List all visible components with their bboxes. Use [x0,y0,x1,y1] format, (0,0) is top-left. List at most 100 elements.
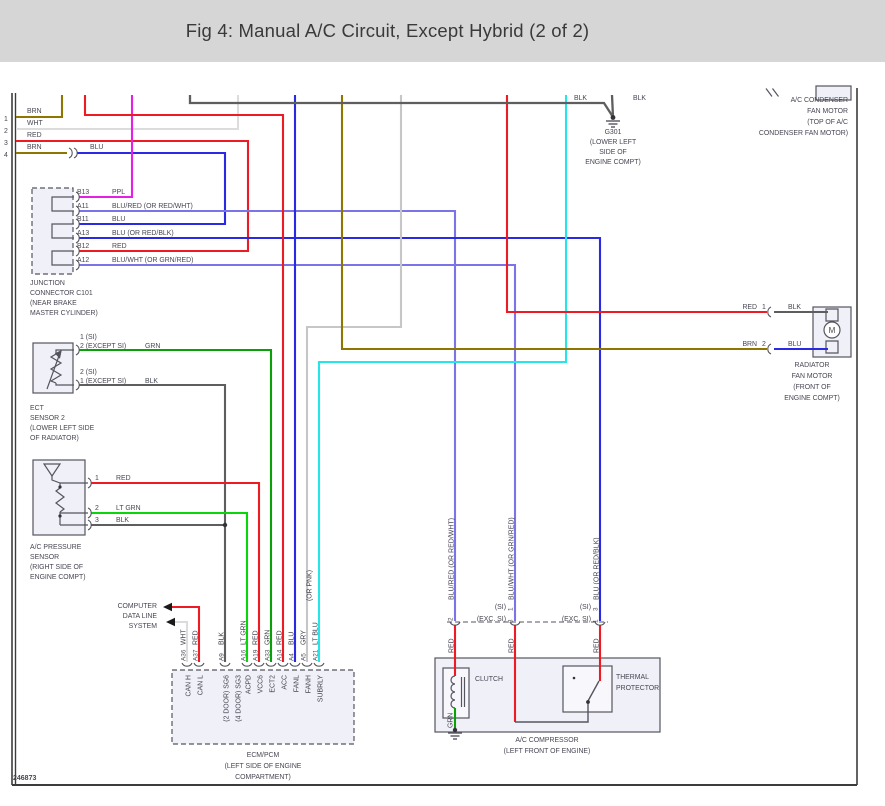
ect-arrow-head [54,349,62,359]
ect-caption-3: (LOWER LEFT SIDE [30,425,95,432]
ect-blk-wire [79,383,227,662]
jc-pin-b11: B11 [77,216,89,223]
ecm-color-a4: BLU [289,632,296,645]
jc-b12-arc [75,245,80,257]
radfan-caption-3: (FRONT OF [793,384,830,391]
comp-red-label-1: RED [449,638,456,653]
ecm-color-a5: GRY [301,630,308,645]
condfan-caption-3: (TOP OF A/C [807,119,848,126]
ect-grn-wire [79,348,273,662]
jc-color-a13: BLU (OR RED/BLK) [112,230,174,237]
comp-red-label-2: RED [509,638,516,653]
ps-node-dot [58,485,62,489]
tp-contact-dot [586,700,590,704]
comp-pin2-si-num: 1 [508,607,515,611]
ecm-pin-arc [181,662,193,667]
jc-pin-a13: A13 [77,230,89,237]
jc-caption-1: JUNCTION [30,280,65,287]
ps-pin1: 1 [95,475,99,482]
pin1-number: 1 [4,116,8,123]
ecm-color-a16: LT GRN [241,620,248,645]
comp-pin-arc [449,621,461,626]
ect-blk-label: BLK [145,378,158,385]
jc-pin-a12: A12 [77,257,89,264]
comp-pin2-exc-num: 3 [508,619,515,623]
tp-switch-blade [587,680,600,702]
ecm-name-can-l: CAN L [198,675,205,695]
ps-caption-2: SENSOR [30,554,59,561]
canh-wht-wire [175,620,189,662]
ect-pin-arc [75,344,80,356]
ecm-color-a9: BLK [219,632,226,645]
pin4-connector-arc [73,147,78,159]
subrly-ltblu-wire [317,95,568,662]
pin2-color: WHT [27,120,43,127]
ecm-pin-a9: A9 [219,653,226,661]
ect-pin2-except: 2 (EXCEPT SI) [80,343,126,350]
g301-blk-right: BLK [633,95,646,102]
comp-caption-2: (LEFT FRONT OF ENGINE) [504,748,591,755]
ecm-name-can-h: CAN H [186,675,193,696]
ps-pin3-color: BLK [116,517,129,524]
ps-caption-4: ENGINE COMPT) [30,574,86,581]
ps-pin-arc [87,519,92,531]
jc-caption-3: (NEAR BRAKE [30,300,77,307]
g301-blk-wire [610,94,615,118]
clutch-core [460,677,466,707]
pin4-connector-arc [68,147,73,159]
ecm-pin-arc [193,662,205,667]
jc-a13-arc [75,232,80,244]
page-title: Fig 4: Manual A/C Circuit, Except Hybrid… [185,20,590,41]
radfan-blu-label: BLU [788,341,801,348]
radfan-pin1: 1 [762,304,766,311]
compressor-box [434,657,661,733]
radfan-pin-arc [767,306,772,318]
ps-red-wire [91,481,261,662]
radfan-red-label: RED [742,304,757,311]
ect-caption-4: OF RADIATOR) [30,435,79,442]
ecm-color-a33: GRN [265,630,272,645]
data-line-arrow [166,617,175,627]
ecm-pin-a37: A37 [193,649,200,661]
ps-pin-arc [87,477,92,489]
pin3-number: 3 [4,140,8,147]
ect-pin1-si: 1 (SI) [80,334,97,341]
condfan-caption-2: FAN MOTOR [807,108,848,115]
g301-caption-4: ENGINE COMPT) [585,159,641,166]
ecm-name-acc: ACC [282,675,289,690]
comp-pin-arc [509,621,521,626]
comp-wire1-label: BLU/RED (OR RED/WHT) [449,518,456,600]
jc-pin-b13: B13 [77,189,89,196]
ect-thermistor-arrow [46,352,61,390]
pin2-number: 2 [4,128,8,135]
g301-caption-2: (LOWER LEFT [590,139,637,146]
g301-dot [610,115,616,120]
clutch-coil [450,675,456,709]
radfan-pin-arc [767,343,772,355]
ps-caption-1: A/C PRESSURE [30,544,82,551]
tp-fixed-mark [572,676,576,680]
jc-a12-arc [75,259,80,271]
ecm-color-a14: RED [277,630,284,645]
ps-pin1-color: RED [116,475,131,482]
junction-brackets [51,196,74,266]
pin4-color-2: BLU [90,144,103,151]
ps-amp-triangle [42,463,62,478]
radfan-red-wire [505,95,767,314]
ecm-pin-a14: A14 [277,649,284,661]
jc-color-a11: BLU/RED (OR RED/WHT) [112,203,193,210]
blk-junction-dot [222,522,228,528]
pin4-number: 4 [4,152,8,159]
condfan-caption-4: CONDENSER FAN MOTOR) [759,130,848,137]
ecm-pin-arc [265,662,277,667]
ps-pin2: 2 [95,505,99,512]
blk-main-wire [188,95,614,118]
comp-pin2-exc: (EXC. SI) [477,616,506,623]
jc-b13-arc [75,191,80,203]
pin1-color: BRN [27,108,42,115]
radfan-brn-label: BRN [742,341,757,348]
tp-label-1: THERMAL [616,674,649,681]
ecm-pin-arc [289,662,301,667]
radfan-brn-wire [340,95,767,351]
title-bar: Fig 4: Manual A/C Circuit, Except Hybrid… [0,0,885,62]
